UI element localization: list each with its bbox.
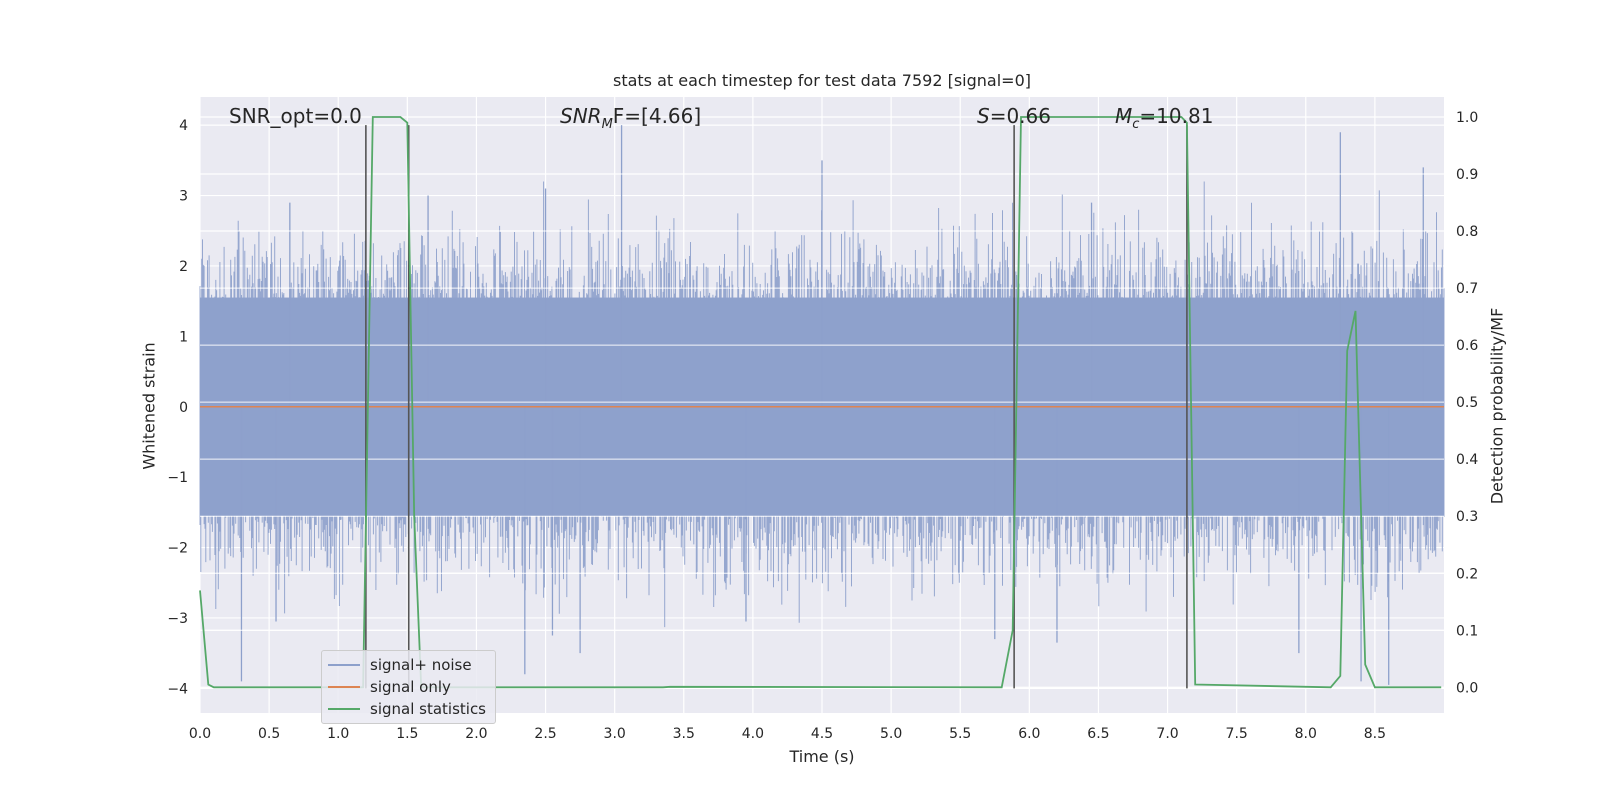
- legend: signal+ noise signal only signal statist…: [321, 650, 496, 724]
- y-tick-label: 0: [179, 400, 188, 416]
- legend-swatch-signal-only: [328, 686, 360, 688]
- x-axis-label: Time (s): [789, 747, 855, 766]
- annotation-mc-sub: c: [1132, 117, 1140, 132]
- legend-item-signal-statistics: signal statistics: [328, 698, 489, 720]
- x-tick-label: 7.5: [1226, 726, 1248, 742]
- y2-tick-label: 0.4: [1456, 452, 1478, 468]
- y2-tick-label: 0.8: [1456, 224, 1478, 240]
- x-tick-label: 4.5: [811, 726, 833, 742]
- annotation-snr-mf-sub: M: [601, 117, 613, 132]
- annotation-snr-opt: SNR_opt=0.0: [229, 104, 362, 128]
- y2-tick-label: 1.0: [1456, 110, 1478, 126]
- legend-item-signal-only: signal only: [328, 676, 489, 698]
- annotation-s-symbol: S: [977, 104, 990, 128]
- annotation-snr-mf-value: F=[4.66]: [612, 104, 702, 128]
- y2-tick-label: 0.9: [1456, 167, 1478, 183]
- y2-axis-label: Detection probability/MF: [1487, 307, 1507, 505]
- x-tick-label: 0.0: [189, 726, 211, 742]
- annotation-s-stat: S=0.66: [977, 104, 1051, 128]
- annotation-mc-value: =10.81: [1139, 104, 1214, 128]
- y-axis-label: Whitened strain: [139, 342, 159, 470]
- x-tick-label: 6.5: [1087, 726, 1109, 742]
- signal-statistics-line: [199, 116, 1442, 689]
- chart-title: stats at each timestep for test data 759…: [612, 71, 1031, 90]
- y2-tick-label: 0.7: [1456, 281, 1478, 297]
- y-tick-label: 3: [179, 189, 188, 205]
- series-signal-statistics: [199, 116, 1442, 689]
- y-tick-label: 1: [179, 329, 188, 345]
- y-tick-label: −4: [167, 681, 188, 697]
- x-tick-label: 6.0: [1018, 726, 1040, 742]
- legend-label: signal statistics: [370, 700, 487, 718]
- legend-swatch-signal-statistics: [328, 708, 360, 710]
- annotation-snr-mf: SNRMF=[4.66]: [560, 104, 701, 132]
- annotation-mc: Mc=10.81: [1115, 104, 1213, 132]
- x-tick-label: 1.0: [327, 726, 349, 742]
- y-axis-ticks: −4 −3 −2 −1 0 1 2 3 4: [167, 118, 188, 697]
- x-tick-label: 3.0: [604, 726, 626, 742]
- x-tick-label: 8.0: [1295, 726, 1317, 742]
- y2-tick-label: 0.5: [1456, 395, 1478, 411]
- x-tick-label: 2.5: [534, 726, 556, 742]
- x-tick-label: 2.0: [465, 726, 487, 742]
- y2-tick-label: 0.6: [1456, 338, 1478, 354]
- x-tick-label: 7.0: [1156, 726, 1178, 742]
- x-tick-label: 3.5: [673, 726, 695, 742]
- y-tick-label: −1: [167, 470, 188, 486]
- x-tick-label: 4.0: [742, 726, 764, 742]
- y2-tick-label: 0.2: [1456, 566, 1478, 582]
- y2-tick-label: 0.1: [1456, 623, 1478, 639]
- legend-item-signal-plus-noise: signal+ noise: [328, 654, 489, 676]
- y-tick-label: 2: [179, 259, 188, 275]
- legend-swatch-signal-plus-noise: [328, 664, 360, 666]
- y-tick-label: 4: [179, 118, 188, 134]
- y-tick-label: −2: [167, 541, 188, 557]
- annotation-mc-base: M: [1115, 104, 1133, 128]
- y-tick-label: −3: [167, 611, 188, 627]
- y2-tick-label: 0.0: [1456, 680, 1478, 696]
- annotation-s-value: =0.66: [989, 104, 1051, 128]
- legend-label: signal only: [370, 678, 451, 696]
- x-tick-label: 5.5: [949, 726, 971, 742]
- x-axis-ticks: 0.0 0.5 1.0 1.5 2.0 2.5 3.0 3.5 4.0 4.5 5.0 5.5 6.0 6…: [189, 726, 1386, 742]
- y2-tick-label: 0.3: [1456, 509, 1478, 525]
- x-tick-label: 1.5: [396, 726, 418, 742]
- x-tick-label: 0.5: [258, 726, 280, 742]
- x-tick-label: 8.5: [1364, 726, 1386, 742]
- y2-axis-ticks: 0.0 0.1 0.2 0.3 0.4 0.5 0.6 0.7 0.8 0.9 1.0: [1456, 110, 1478, 696]
- annotation-snr-mf-base: SNR: [560, 104, 602, 128]
- x-tick-label: 5.0: [880, 726, 902, 742]
- legend-label: signal+ noise: [370, 656, 472, 674]
